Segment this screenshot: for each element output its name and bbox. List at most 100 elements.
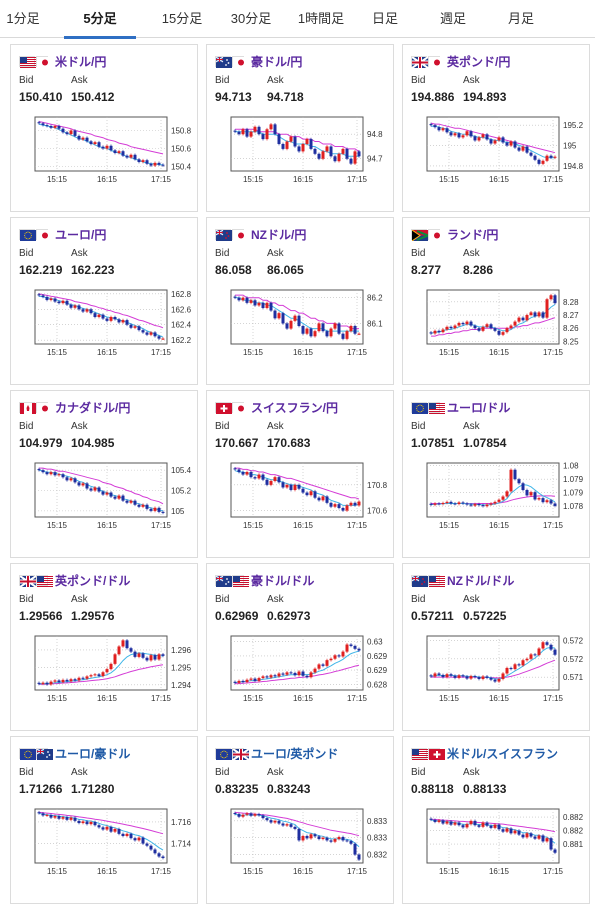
currency-card[interactable]: 豪ドル/円 Bid Ask 94.713 94.718 15:15 16:15 17:15 94… <box>206 44 394 212</box>
candle-body <box>533 312 537 317</box>
pair-name-link[interactable]: ランド/円 <box>447 227 499 242</box>
pair-name-link[interactable]: NZドル/ドル <box>447 573 515 588</box>
price-chart[interactable]: 15:15 16:15 17:15 0.8335 0.833 0.8325 <box>215 807 387 879</box>
pair-name-link[interactable]: ユーロ/豪ドル <box>55 746 131 761</box>
pair-name-link[interactable]: 豪ドル/ドル <box>251 573 315 588</box>
ask-value: 1.07854 <box>463 436 507 450</box>
tab-timeframe[interactable]: 5分足 <box>64 0 136 39</box>
y-tick-label: 105 <box>171 507 185 516</box>
ask-label: Ask <box>71 421 88 432</box>
price-chart[interactable]: 15:15 16:15 17:15 94.8 94.7 <box>215 115 387 187</box>
tab-timeframe[interactable]: 30分足 <box>230 11 272 26</box>
x-tick-label: 16:15 <box>489 175 510 184</box>
x-tick-label: 17:15 <box>543 867 564 876</box>
candle-body <box>545 642 549 645</box>
tab-timeframe[interactable]: 日足 <box>371 11 398 26</box>
candle-body <box>517 147 521 151</box>
candle-body <box>285 672 289 675</box>
currency-card[interactable]: NZドル/円 Bid Ask 86.058 86.065 15:15 16:15 17:15 8… <box>206 217 394 385</box>
tab-timeframe[interactable]: 1時間足 <box>297 11 345 26</box>
currency-card[interactable]: ユーロ/円 Bid Ask 162.219 162.223 15:15 16:15 17:15… <box>10 217 198 385</box>
candle-body <box>309 491 313 496</box>
candle-body <box>273 310 277 319</box>
tab-timeframe[interactable]: 週足 <box>439 11 466 26</box>
price-chart[interactable]: 15:15 16:15 17:15 8.28 8.27 8.26 8.25 <box>411 288 583 360</box>
candle-body <box>133 838 137 841</box>
price-chart[interactable]: 15:15 16:15 17:15 195.2 195 194.8 <box>411 115 583 187</box>
pair-name-link[interactable]: 英ポンド/ドル <box>55 573 131 588</box>
currency-card[interactable]: ユーロ/豪ドル Bid Ask 1.71266 1.71280 15:15 16:15 17:… <box>10 736 198 904</box>
flag-us-icon <box>232 574 249 587</box>
currency-card[interactable]: ユーロ/英ポンド Bid Ask 0.83235 0.83243 15:15 16:15 17… <box>206 736 394 904</box>
pair-name-link[interactable]: NZドル/円 <box>251 227 307 242</box>
currency-card[interactable]: 豪ドル/ドル Bid Ask 0.62969 0.62973 15:15 16:15 17:1… <box>206 563 394 731</box>
candle-body <box>261 815 265 819</box>
flag-us-icon <box>411 747 428 760</box>
candle-body <box>489 503 493 505</box>
candle-body <box>441 329 445 333</box>
price-chart[interactable]: 15:15 16:15 17:15 162.8 162.6 162.4 162.2 <box>19 288 191 360</box>
candle-body <box>341 508 345 511</box>
currency-card[interactable]: 英ポンド/円 Bid Ask 194.886 194.893 15:15 16:15 17:1… <box>402 44 590 212</box>
candle-body <box>301 144 305 152</box>
pair-name-link[interactable]: ユーロ/円 <box>55 227 107 242</box>
price-chart[interactable]: 15:15 16:15 17:15 0.8825 0.882 0.8815 <box>411 807 583 879</box>
currency-card[interactable]: スイスフラン/円 Bid Ask 170.667 170.683 15:15 16:15 17… <box>206 390 394 558</box>
currency-card[interactable]: カナダドル/円 Bid Ask 104.979 104.985 15:15 16:15 17:… <box>10 390 198 558</box>
price-chart[interactable]: 15:15 16:15 17:15 0.5725 0.572 0.5715 <box>411 634 583 706</box>
currency-card[interactable]: 米ドル/円 Bid Ask 150.410 150.412 15:15 16:15 17:15… <box>10 44 198 212</box>
pair-name-link[interactable]: 英ポンド/円 <box>447 54 511 69</box>
price-chart[interactable]: 15:15 16:15 17:15 1.716 1.714 <box>19 807 191 879</box>
pair-name-link[interactable]: 米ドル/スイスフラン <box>447 746 558 761</box>
price-chart[interactable]: 15:15 16:15 17:15 105.4 105.2 105 <box>19 461 191 533</box>
y-tick-label: 1.296 <box>171 646 191 655</box>
price-chart[interactable]: 15:15 16:15 17:15 1.296 1.295 1.294 <box>19 634 191 706</box>
pair-name-link[interactable]: ユーロ/英ポンド <box>251 746 339 761</box>
price-chart[interactable]: 15:15 16:15 17:15 170.8 170.6 <box>215 461 387 533</box>
candle-body <box>345 331 349 339</box>
candle-body <box>65 477 69 481</box>
candle-body <box>149 332 153 335</box>
price-chart[interactable]: 15:15 16:15 17:15 86.2 86.1 <box>215 288 387 360</box>
candle-body <box>337 504 341 508</box>
candle-body <box>77 820 81 824</box>
candle-body <box>329 502 333 507</box>
price-chart[interactable]: 15:15 16:15 17:15 1.08 1.0795 1.079 1.0785 <box>411 461 583 533</box>
pair-name-link[interactable]: カナダドル/円 <box>55 400 131 415</box>
candle-body <box>553 503 557 506</box>
candle-body <box>97 487 101 492</box>
candle-body <box>353 645 357 649</box>
candle-body <box>321 664 325 666</box>
ask-label: Ask <box>267 594 284 605</box>
price-chart[interactable]: 15:15 16:15 17:15 150.8 150.6 150.4 <box>19 115 191 187</box>
pair-name-link[interactable]: 米ドル/円 <box>55 54 107 69</box>
flag-au-icon <box>36 747 53 760</box>
pair-name-link[interactable]: スイスフラン/円 <box>251 400 338 415</box>
price-chart[interactable]: 15:15 16:15 17:15 0.63 0.6295 0.629 0.6285 <box>215 634 387 706</box>
candle-body <box>117 495 121 499</box>
currency-card[interactable]: 米ドル/スイスフラン Bid Ask 0.88118 0.88133 15:15 16:15… <box>402 736 590 904</box>
tab-timeframe[interactable]: 15分足 <box>161 11 203 26</box>
card-header: 豪ドル/ドル <box>215 572 314 588</box>
currency-card[interactable]: ランド/円 Bid Ask 8.277 8.286 15:15 16:15 17:15 8.28… <box>402 217 590 385</box>
y-tick-label: 195.2 <box>563 121 583 130</box>
currency-card[interactable]: NZドル/ドル Bid Ask 0.57211 0.57225 15:15 16:15 17:… <box>402 563 590 731</box>
card-header: ユーロ/英ポンド <box>215 745 338 761</box>
candle-body <box>233 812 237 815</box>
tab-timeframe[interactable]: 月足 <box>507 11 534 26</box>
x-tick-label: 15:15 <box>243 694 264 703</box>
tab-timeframe[interactable]: 1分足 <box>6 11 40 26</box>
currency-card[interactable]: 英ポンド/ドル Bid Ask 1.29566 1.29576 15:15 16:15 17:… <box>10 563 198 731</box>
flag-eu-icon <box>19 228 36 241</box>
candle-body <box>461 825 465 828</box>
pair-name-link[interactable]: ユーロ/ドル <box>447 400 511 415</box>
candle-body <box>321 496 325 501</box>
candle-body <box>85 483 89 489</box>
candle-body <box>101 314 105 319</box>
candle-body <box>325 837 329 841</box>
pair-name-link[interactable]: 豪ドル/円 <box>251 54 303 69</box>
candle-body <box>533 654 537 656</box>
currency-card[interactable]: ユーロ/ドル Bid Ask 1.07851 1.07854 15:15 16:15 17:1… <box>402 390 590 558</box>
ma-fast-line <box>38 295 164 338</box>
candle-body <box>49 126 53 128</box>
